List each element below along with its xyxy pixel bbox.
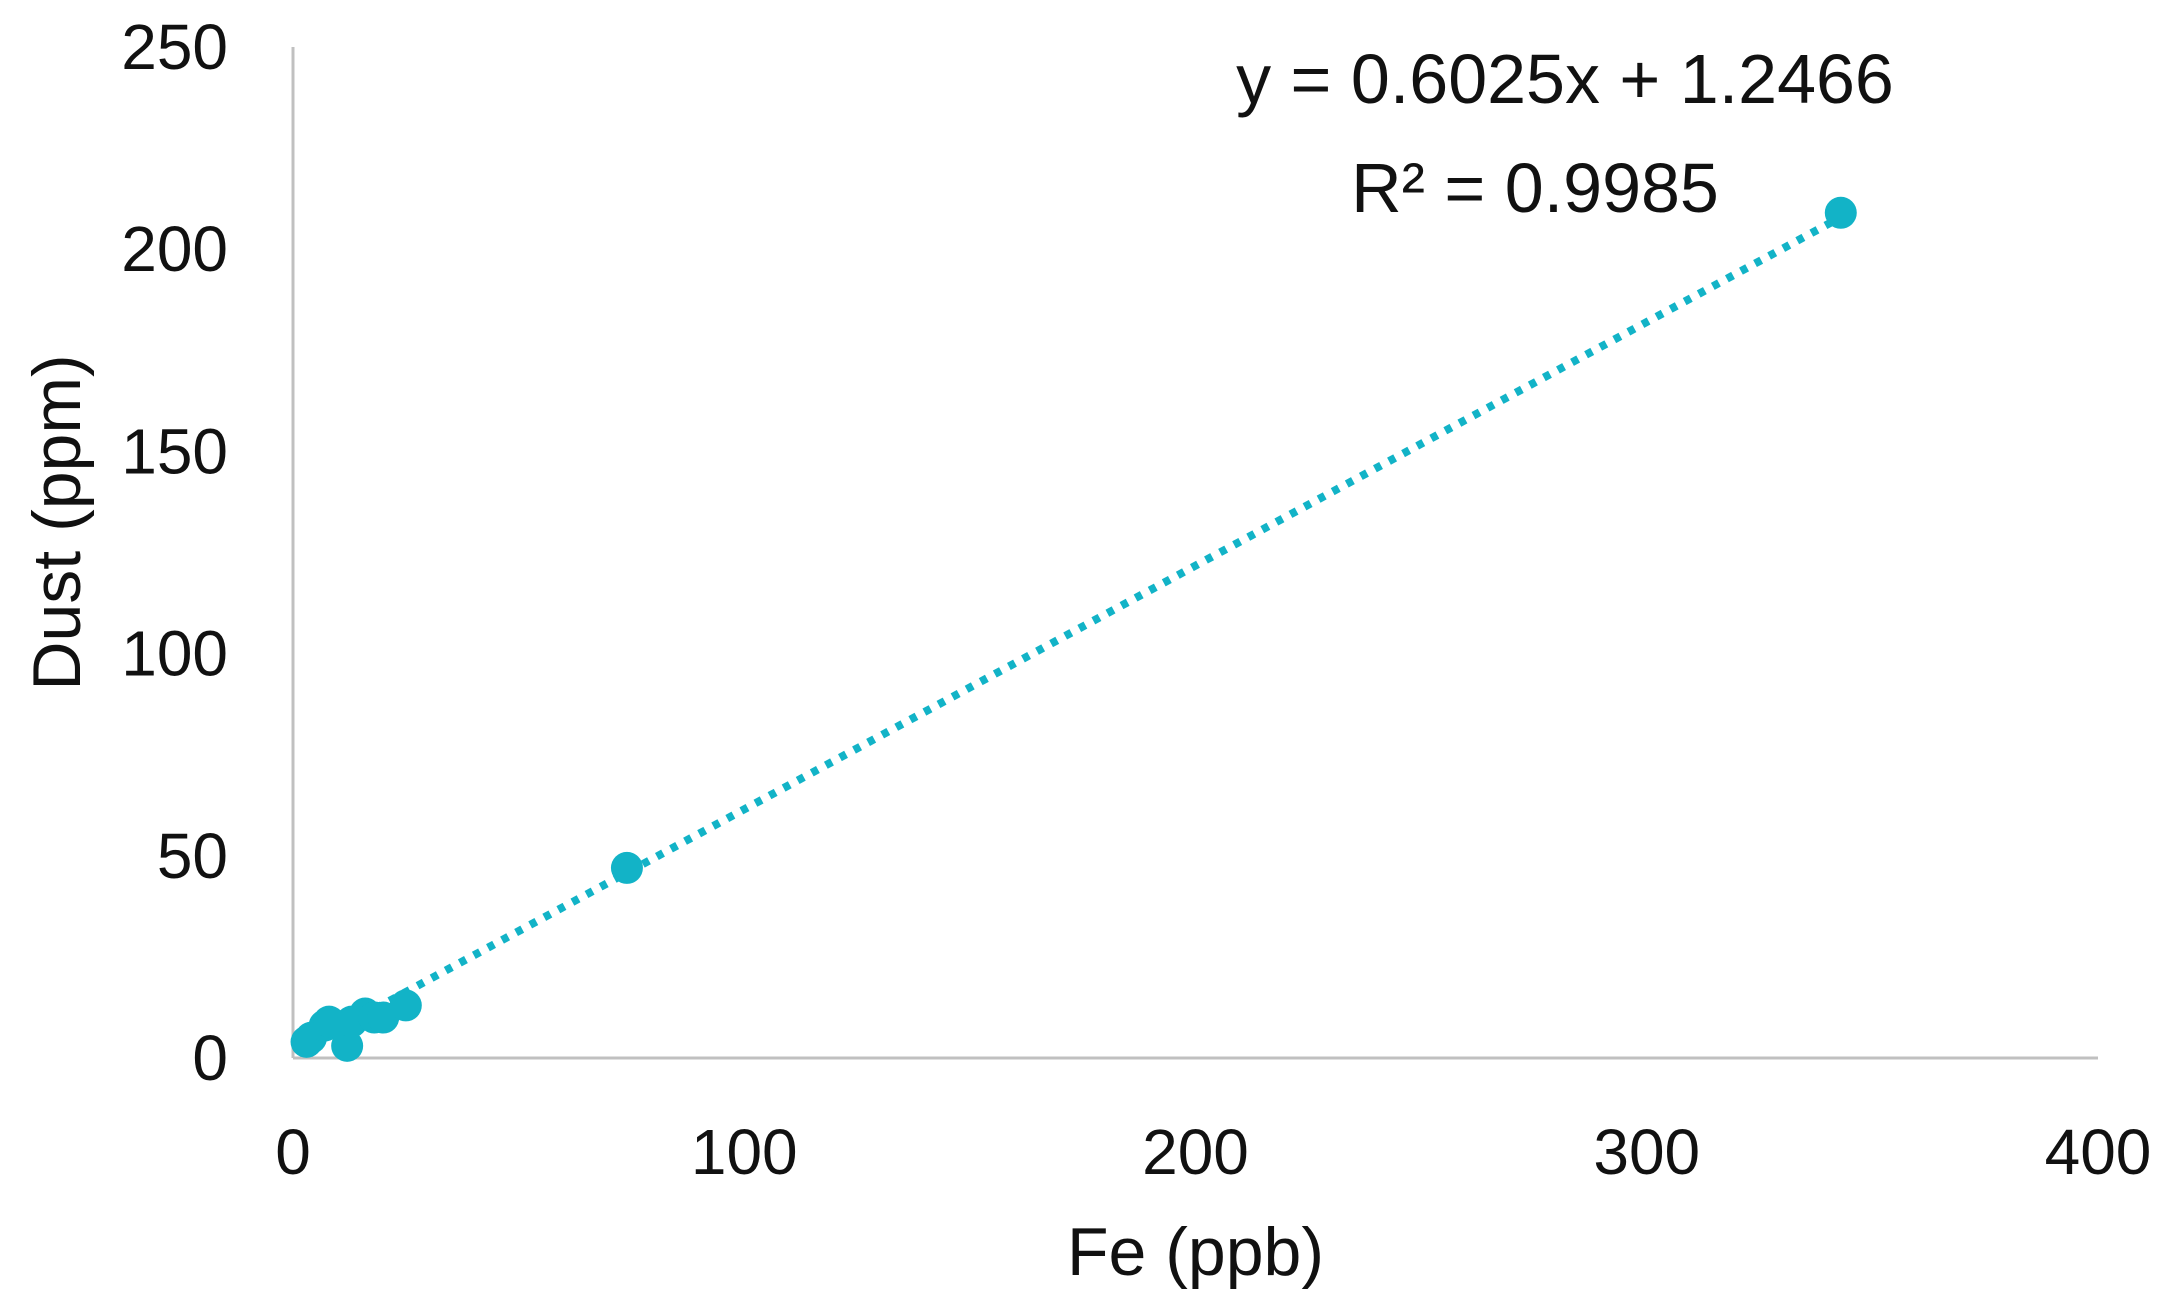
x-tick-labels: 0 100 200 300 400 xyxy=(275,1116,2151,1188)
r-squared-label: R² = 0.9985 xyxy=(1351,149,1719,227)
plot-area xyxy=(291,47,2098,1060)
y-tick-label: 200 xyxy=(121,213,228,285)
trendline xyxy=(345,213,1843,1028)
data-points xyxy=(290,196,1857,1062)
data-point xyxy=(331,1029,364,1062)
data-point xyxy=(313,1005,346,1038)
y-tick-label: 100 xyxy=(121,618,228,690)
data-point xyxy=(610,851,643,884)
y-tick-labels: 0 50 100 150 200 250 xyxy=(121,11,228,1094)
x-tick-label: 300 xyxy=(1593,1116,1700,1188)
y-axis-title: Dust (ppm) xyxy=(19,354,95,690)
x-axis-title: Fe (ppb) xyxy=(1067,1214,1324,1290)
trendline-equation: y = 0.6025x + 1.2466 xyxy=(1236,40,1894,118)
data-point xyxy=(1824,196,1857,229)
y-tick-label: 0 xyxy=(192,1022,228,1094)
y-tick-label: 50 xyxy=(157,820,228,892)
y-tick-label: 150 xyxy=(121,415,228,487)
x-tick-label: 400 xyxy=(2045,1116,2152,1188)
x-tick-label: 200 xyxy=(1142,1116,1249,1188)
x-tick-label: 100 xyxy=(691,1116,798,1188)
y-tick-label: 250 xyxy=(121,11,228,83)
x-tick-label: 0 xyxy=(275,1116,311,1188)
data-point xyxy=(389,989,422,1022)
